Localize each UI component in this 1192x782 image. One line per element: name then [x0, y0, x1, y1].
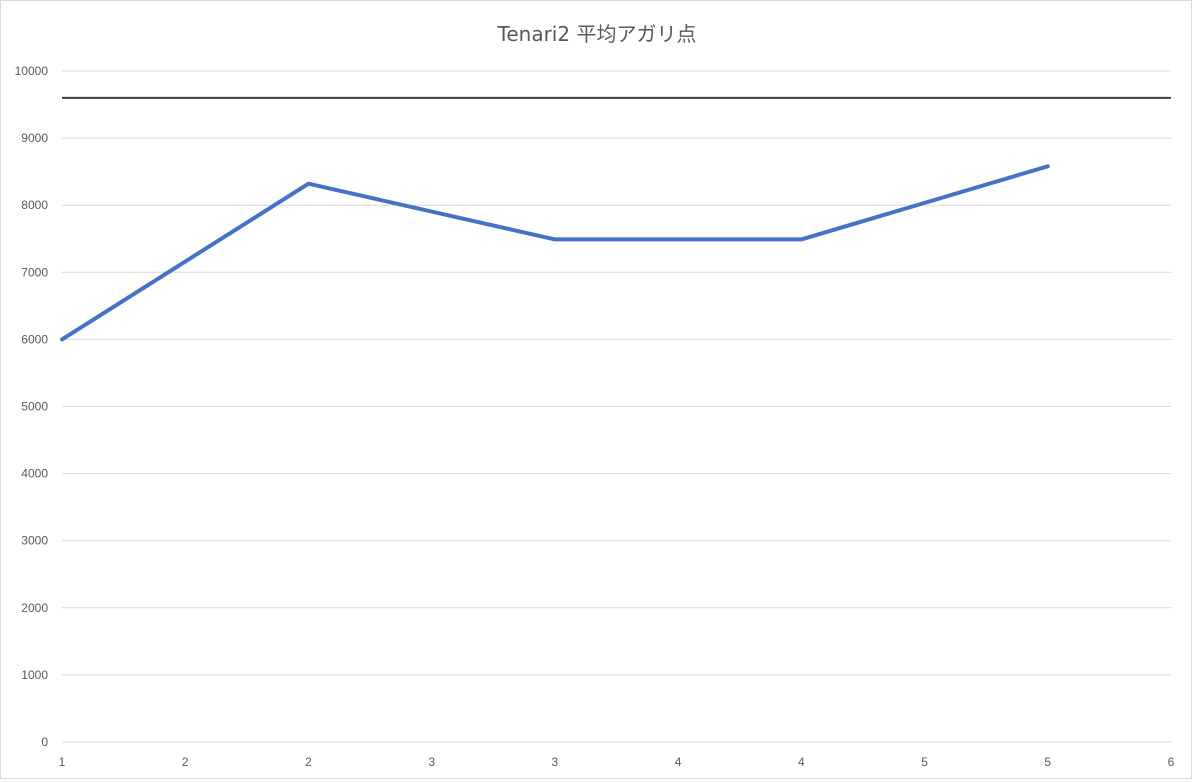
x-axis-ticks: 1 2 2 3 3 4 4 5 5 6	[59, 755, 1175, 769]
x-tick-label: 1	[59, 755, 66, 769]
data-point	[554, 238, 556, 240]
chart-title: Tenari2 平均アガリ点	[497, 22, 697, 46]
data-point	[61, 338, 63, 340]
x-tick-label: 5	[921, 755, 928, 769]
x-tick-label: 3	[552, 755, 559, 769]
y-tick-label: 5000	[21, 400, 48, 414]
y-tick-label: 7000	[21, 265, 48, 279]
series-layer	[60, 164, 1050, 342]
y-axis-ticks: 0 1000 2000 3000 4000 5000 6000 7000 8000 9000 100…	[15, 64, 49, 749]
x-tick-label: 3	[428, 755, 435, 769]
x-tick-label: 2	[305, 755, 312, 769]
data-point	[800, 238, 802, 240]
y-tick-label: 3000	[21, 534, 48, 548]
x-tick-label: 4	[798, 755, 805, 769]
gridlines	[62, 70, 1171, 743]
x-tick-label: 4	[675, 755, 682, 769]
x-tick-label: 2	[182, 755, 189, 769]
x-tick-label: 6	[1168, 755, 1175, 769]
y-tick-label: 8000	[21, 198, 48, 212]
y-tick-label: 10000	[15, 64, 49, 78]
y-tick-label: 2000	[21, 601, 48, 615]
y-tick-label: 9000	[21, 131, 48, 145]
series-line	[60, 164, 1050, 342]
x-tick-label: 5	[1044, 755, 1051, 769]
data-point	[307, 183, 309, 185]
y-tick-label: 0	[41, 735, 48, 749]
y-tick-label: 1000	[21, 668, 48, 682]
y-tick-label: 4000	[21, 467, 48, 481]
data-point	[1047, 165, 1049, 167]
y-tick-label: 6000	[21, 332, 48, 346]
